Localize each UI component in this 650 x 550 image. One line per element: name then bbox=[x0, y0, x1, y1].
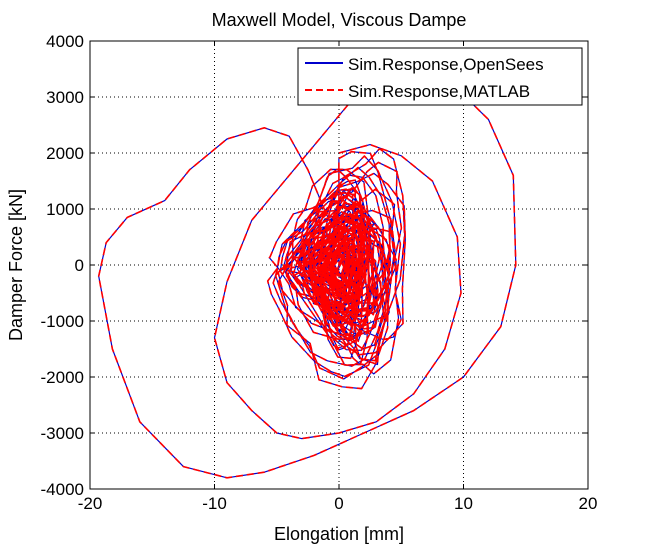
y-axis-title: Damper Force [kN] bbox=[6, 189, 26, 341]
legend: Sim.Response,OpenSees Sim.Response,MATLA… bbox=[297, 47, 583, 106]
chart-title: Maxwell Model, Viscous Dampe bbox=[212, 10, 467, 30]
y-tick-label: -3000 bbox=[41, 424, 84, 443]
y-tick-label: -1000 bbox=[41, 312, 84, 331]
y-tick-label: -4000 bbox=[41, 480, 84, 499]
y-tick-label: 3000 bbox=[46, 88, 84, 107]
x-tick-label: 0 bbox=[334, 494, 343, 513]
x-tick-label: -10 bbox=[202, 494, 227, 513]
x-axis-title: Elongation [mm] bbox=[274, 524, 404, 544]
series-line-matlab bbox=[97, 62, 517, 479]
series-layer bbox=[97, 62, 517, 479]
plot-area: -20 -10 0 10 20 -4000 -3000 -2000 -1000 0 1000 2000… bbox=[41, 32, 598, 513]
x-tick-label: 20 bbox=[579, 494, 598, 513]
x-tick-label: -20 bbox=[78, 494, 103, 513]
legend-label-matlab: Sim.Response,MATLAB bbox=[348, 82, 530, 101]
tick-labels: -20 -10 0 10 20 -4000 -3000 -2000 -1000 0 1000 2000… bbox=[41, 32, 598, 513]
y-tick-label: 1000 bbox=[46, 200, 84, 219]
y-tick-label: 2000 bbox=[46, 144, 84, 163]
x-tick-label: 10 bbox=[454, 494, 473, 513]
y-tick-label: 0 bbox=[75, 256, 84, 275]
y-tick-label: 4000 bbox=[46, 32, 84, 51]
y-tick-label: -2000 bbox=[41, 368, 84, 387]
legend-box bbox=[297, 47, 583, 106]
legend-label-opensees: Sim.Response,OpenSees bbox=[348, 55, 544, 74]
ticks bbox=[89, 40, 589, 490]
